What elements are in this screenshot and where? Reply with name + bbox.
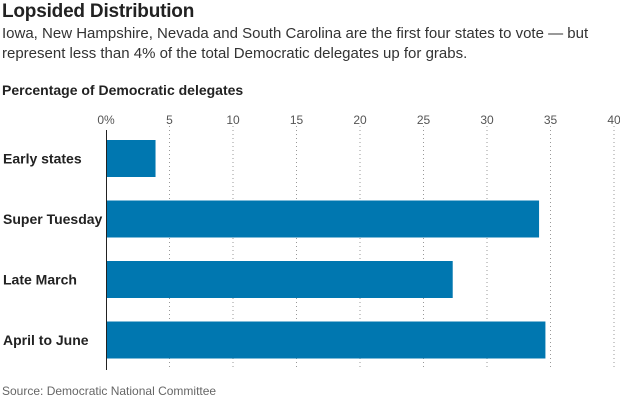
chart-title: Lopsided Distribution [2,1,195,22]
x-tick-label: 0% [97,113,115,127]
category-label: April to June [3,332,89,348]
x-tick-label: 10 [226,113,240,127]
category-label: Late March [3,272,77,288]
bar [106,321,546,359]
chart-subtitle: Iowa, New Hampshire, Nevada and South Ca… [2,25,589,62]
category-label: Early states [3,151,82,167]
x-tick-label: 25 [417,113,431,127]
source-note: Source: Democratic National Committee [2,384,217,398]
x-tick-labels: 0% 5 10 15 20 25 30 35 40 [97,113,620,127]
bar [106,200,540,238]
x-tick-label: 20 [353,113,367,127]
axis-caption: Percentage of Democratic delegates [2,82,244,98]
bar [106,261,453,298]
x-tick-label: 35 [544,113,558,127]
category-labels: Early states Super Tuesday Late March April… [3,151,103,349]
x-tick-label: 40 [607,113,620,127]
category-label: Super Tuesday [3,211,103,227]
x-tick-label: 30 [480,113,494,127]
bars [106,140,546,359]
x-tick-label: 15 [290,113,304,127]
bar [106,140,156,177]
gridlines [169,126,615,370]
x-tick-label: 5 [166,113,173,127]
